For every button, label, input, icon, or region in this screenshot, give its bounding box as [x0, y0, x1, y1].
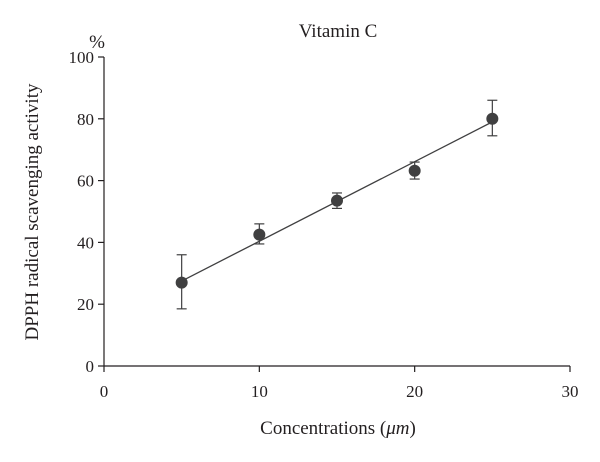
- y-axis-label: DPPH radical scavenging activity: [22, 83, 43, 340]
- x-axis-label-suffix: ): [410, 418, 416, 439]
- y-tick-label: 60: [77, 172, 94, 191]
- x-tick-label: 30: [562, 382, 579, 401]
- y-tick-label: 80: [77, 110, 94, 129]
- data-point: [408, 164, 421, 177]
- x-tick-label: 20: [406, 382, 423, 401]
- x-axis-label-prefix: Concentrations (: [260, 418, 386, 439]
- y-tick-label: 0: [86, 357, 95, 376]
- x-tick-label: 10: [251, 382, 268, 401]
- x-axis-label: Concentrations (μm): [260, 418, 416, 439]
- y-tick-label: 100: [69, 48, 95, 67]
- y-ticks: 0 20 40 60 80 100: [69, 48, 104, 376]
- y-tick-label: 40: [77, 233, 94, 252]
- data-point: [486, 112, 499, 125]
- data-point: [253, 228, 266, 241]
- data-point: [175, 276, 188, 289]
- x-tick-label: 0: [100, 382, 109, 401]
- data-points: [175, 112, 499, 289]
- data-point: [331, 194, 343, 207]
- y-axis-unit: %: [89, 32, 105, 53]
- y-tick-label: 20: [77, 295, 94, 314]
- chart-title: Vitamin C: [299, 21, 378, 42]
- x-axis-label-unit: μm: [385, 418, 409, 439]
- x-ticks: 0 10 20 30: [100, 366, 579, 401]
